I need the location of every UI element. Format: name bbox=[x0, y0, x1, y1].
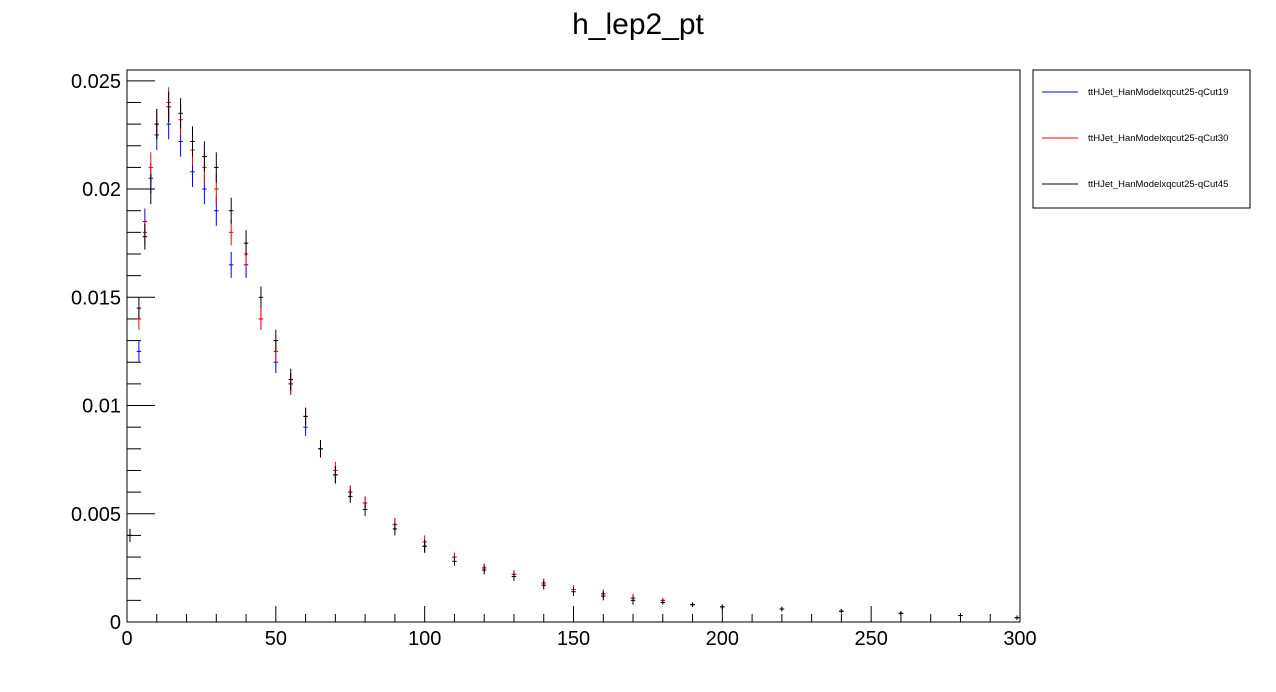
data-point bbox=[258, 286, 264, 309]
data-point bbox=[958, 613, 963, 618]
legend-label-qcut19: ttHJet_HanModelxqcut25-qCut19 bbox=[1088, 87, 1228, 98]
data-point bbox=[166, 91, 171, 122]
data-point bbox=[839, 609, 844, 614]
data-point bbox=[660, 600, 666, 605]
legend-entry-qcut45: ttHJet_HanModelxqcut25-qCut45 bbox=[1042, 179, 1228, 190]
data-point bbox=[541, 580, 546, 590]
x-tick-label: 250 bbox=[854, 628, 887, 650]
legend: ttHJet_HanModelxqcut25-qCut19 ttHJet_Han… bbox=[1032, 69, 1251, 209]
data-point bbox=[318, 440, 323, 458]
y-tick-label: 0.005 bbox=[71, 504, 121, 526]
data-point bbox=[779, 606, 785, 612]
data-point bbox=[243, 230, 249, 257]
data-point bbox=[392, 522, 398, 536]
data-point bbox=[154, 108, 159, 140]
data-point bbox=[422, 539, 427, 553]
x-tick-label: 300 bbox=[1003, 628, 1036, 650]
legend-label-qcut45: ttHJet_HanModelxqcut25-qCut45 bbox=[1088, 179, 1228, 190]
x-tick-label: 150 bbox=[557, 628, 590, 650]
chart-title: h_lep2_pt bbox=[572, 8, 704, 41]
data-point bbox=[258, 308, 264, 330]
data-point bbox=[288, 368, 293, 391]
data-point bbox=[511, 572, 517, 581]
data-point bbox=[228, 251, 234, 278]
data-point bbox=[1014, 615, 1020, 620]
data-point bbox=[348, 489, 353, 503]
data-point bbox=[148, 173, 154, 205]
data-point bbox=[202, 141, 207, 172]
data-point bbox=[362, 502, 368, 516]
x-tick-label: 0 bbox=[121, 628, 132, 650]
data-point bbox=[273, 329, 279, 352]
legend-entry-qcut30: ttHJet_HanModelxqcut25-qCut30 bbox=[1042, 133, 1228, 144]
data-point bbox=[214, 152, 219, 183]
data-point bbox=[333, 466, 338, 484]
y-axis: 0 0.005 0.01 0.015 0.02 0.025 bbox=[71, 71, 155, 634]
legend-entry-qcut19: ttHJet_HanModelxqcut25-qCut19 bbox=[1042, 87, 1228, 98]
data-point bbox=[190, 126, 195, 157]
data-point bbox=[720, 604, 725, 610]
data-layer bbox=[127, 87, 1020, 620]
plot-frame bbox=[126, 69, 1021, 623]
x-axis: 0 50 100 150 200 250 300 bbox=[121, 606, 1037, 650]
data-point bbox=[136, 340, 142, 363]
legend-box bbox=[1032, 69, 1251, 209]
y-tick-label: 0.01 bbox=[82, 396, 121, 418]
data-point bbox=[630, 596, 636, 605]
data-point bbox=[142, 223, 148, 250]
data-point bbox=[452, 557, 457, 566]
data-point bbox=[178, 98, 183, 129]
data-point bbox=[601, 591, 606, 601]
data-point bbox=[136, 297, 142, 319]
data-point bbox=[571, 587, 576, 597]
y-tick-label: 0 bbox=[110, 612, 121, 634]
x-tick-label: 50 bbox=[265, 628, 287, 650]
data-point bbox=[228, 197, 234, 224]
x-tick-label: 200 bbox=[706, 628, 739, 650]
legend-label-qcut30: ttHJet_HanModelxqcut25-qCut30 bbox=[1088, 133, 1228, 144]
x-tick-label: 100 bbox=[408, 628, 441, 650]
y-tick-label: 0.025 bbox=[71, 71, 121, 93]
data-point bbox=[127, 528, 133, 542]
data-point bbox=[481, 565, 487, 575]
y-tick-label: 0.015 bbox=[71, 287, 121, 309]
data-point bbox=[898, 611, 904, 616]
y-tick-label: 0.02 bbox=[82, 179, 121, 201]
data-point bbox=[303, 407, 308, 426]
data-point bbox=[690, 602, 695, 607]
series-2 bbox=[127, 91, 1020, 620]
